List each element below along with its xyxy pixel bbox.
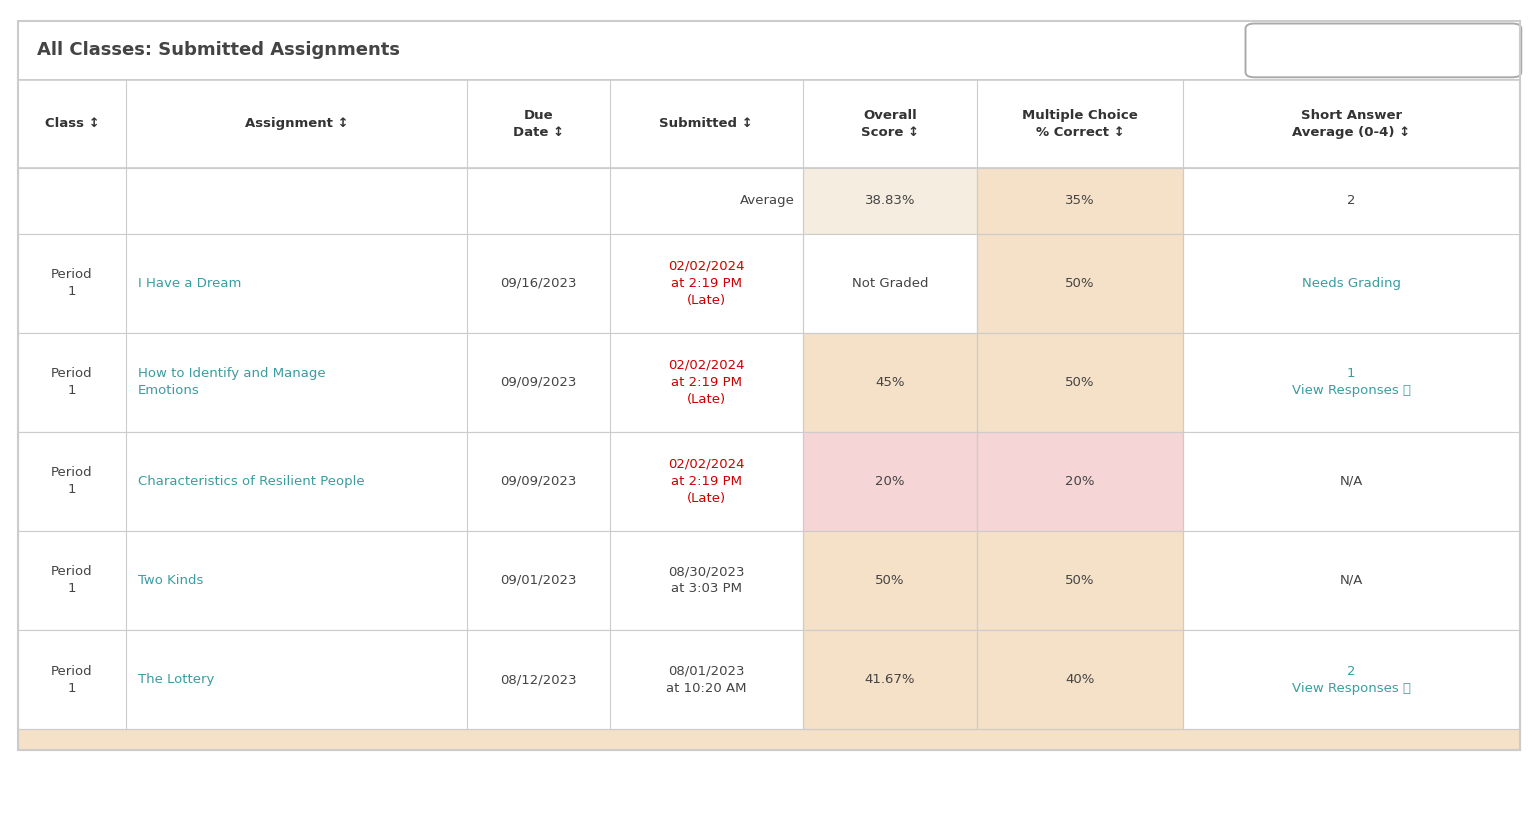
Text: 50%: 50% (875, 574, 905, 587)
Text: Period
1: Period 1 (51, 466, 93, 496)
Bar (803, 432, 977, 531)
Text: Submitted ↕: Submitted ↕ (659, 118, 754, 130)
Text: Period
1: Period 1 (51, 565, 93, 596)
Text: 2: 2 (1347, 194, 1356, 207)
Text: Multiple Choice
% Correct ↕: Multiple Choice % Correct ↕ (1022, 109, 1138, 139)
Bar (18, 729, 1520, 750)
Text: 35%: 35% (1065, 194, 1095, 207)
Text: 02/02/2024
at 2:19 PM
(Late): 02/02/2024 at 2:19 PM (Late) (668, 458, 745, 505)
Text: Needs Grading: Needs Grading (1302, 276, 1400, 290)
Text: Characteristics of Resilient People: Characteristics of Resilient People (138, 475, 365, 488)
Text: 09/16/2023: 09/16/2023 (501, 276, 576, 290)
Text: Assignment ↕: Assignment ↕ (245, 118, 348, 130)
Text: All Classes: Submitted Assignments: All Classes: Submitted Assignments (37, 41, 400, 60)
Text: DOWNLOAD REPORT: DOWNLOAD REPORT (1318, 45, 1449, 55)
Text: 50%: 50% (1065, 276, 1095, 290)
FancyBboxPatch shape (1246, 24, 1521, 77)
Text: 08/30/2023
at 3:03 PM: 08/30/2023 at 3:03 PM (668, 565, 745, 596)
Text: 50%: 50% (1065, 375, 1095, 389)
Text: 09/09/2023: 09/09/2023 (501, 475, 576, 488)
Bar (977, 630, 1183, 729)
Text: 45%: 45% (875, 375, 905, 389)
Bar (977, 168, 1183, 234)
Text: I Have a Dream: I Have a Dream (138, 276, 241, 290)
Text: 38.83%: 38.83% (866, 194, 915, 207)
Bar (18, 168, 1520, 234)
Text: 08/01/2023
at 10:20 AM: 08/01/2023 at 10:20 AM (666, 664, 746, 695)
Bar (803, 531, 977, 630)
Text: Period
1: Period 1 (51, 664, 93, 695)
Text: 2
View Responses ⧉: 2 View Responses ⧉ (1291, 664, 1411, 695)
Text: 09/09/2023: 09/09/2023 (501, 375, 576, 389)
Text: Period
1: Period 1 (51, 367, 93, 397)
Text: 20%: 20% (1065, 475, 1095, 488)
Bar (803, 168, 977, 234)
Bar (18, 531, 1520, 630)
Bar (18, 432, 1520, 531)
Text: Class ↕: Class ↕ (44, 118, 100, 130)
Text: 02/02/2024
at 2:19 PM
(Late): 02/02/2024 at 2:19 PM (Late) (668, 260, 745, 307)
Text: 1
View Responses ⧉: 1 View Responses ⧉ (1291, 367, 1411, 397)
Text: 41.67%: 41.67% (866, 673, 915, 686)
Bar (977, 432, 1183, 531)
Text: Two Kinds: Two Kinds (138, 574, 204, 587)
Bar (1183, 168, 1520, 234)
Bar (977, 531, 1183, 630)
Text: Short Answer
Average (0-4) ↕: Short Answer Average (0-4) ↕ (1291, 109, 1411, 139)
Text: 40%: 40% (1065, 673, 1095, 686)
Bar (977, 333, 1183, 432)
Bar (803, 333, 977, 432)
Text: Not Graded: Not Graded (852, 276, 928, 290)
Text: 20%: 20% (875, 475, 905, 488)
Text: Period
1: Period 1 (51, 268, 93, 298)
Bar (18, 21, 1520, 80)
Text: 08/12/2023: 08/12/2023 (499, 673, 578, 686)
Bar (18, 80, 1520, 168)
Bar (803, 630, 977, 729)
Text: Overall
Score ↕: Overall Score ↕ (861, 109, 919, 139)
Bar (977, 234, 1183, 333)
Bar (18, 21, 1520, 750)
Text: Due
Date ↕: Due Date ↕ (513, 109, 564, 139)
Text: N/A: N/A (1339, 475, 1363, 488)
Bar (18, 333, 1520, 432)
Text: 50%: 50% (1065, 574, 1095, 587)
Bar (803, 234, 977, 333)
Text: The Lottery: The Lottery (138, 673, 214, 686)
Text: N/A: N/A (1339, 574, 1363, 587)
Text: 09/01/2023: 09/01/2023 (501, 574, 576, 587)
Text: Average: Average (740, 194, 795, 207)
Text: How to Identify and Manage
Emotions: How to Identify and Manage Emotions (138, 367, 325, 397)
Bar (18, 234, 1520, 333)
Bar (18, 630, 1520, 729)
Text: 02/02/2024
at 2:19 PM
(Late): 02/02/2024 at 2:19 PM (Late) (668, 359, 745, 406)
